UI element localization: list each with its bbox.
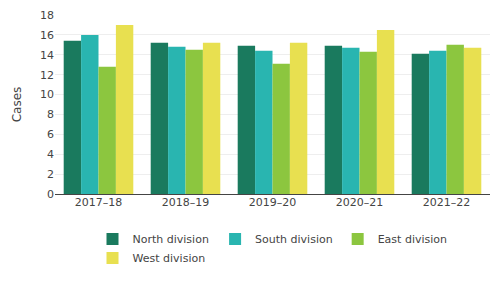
svg-text:0: 0: [47, 188, 54, 201]
svg-text:10: 10: [40, 88, 54, 101]
svg-text:2019–20: 2019–20: [249, 196, 297, 209]
svg-text:North division: North division: [133, 233, 209, 246]
svg-text:12: 12: [40, 69, 54, 82]
svg-text:18: 18: [40, 9, 54, 22]
svg-text:Cases: Cases: [10, 87, 24, 123]
svg-text:2021–22: 2021–22: [423, 196, 471, 209]
svg-text:4: 4: [47, 148, 54, 161]
svg-text:14: 14: [40, 49, 54, 62]
svg-text:West division: West division: [133, 252, 206, 265]
svg-text:2018–19: 2018–19: [162, 196, 210, 209]
svg-text:2: 2: [47, 168, 54, 181]
svg-text:2017–18: 2017–18: [75, 196, 123, 209]
svg-text:2020–21: 2020–21: [336, 196, 384, 209]
svg-text:8: 8: [47, 108, 54, 121]
svg-text:6: 6: [47, 128, 54, 141]
svg-text:East division: East division: [378, 233, 447, 246]
svg-text:South division: South division: [255, 233, 333, 246]
svg-text:16: 16: [40, 29, 54, 42]
